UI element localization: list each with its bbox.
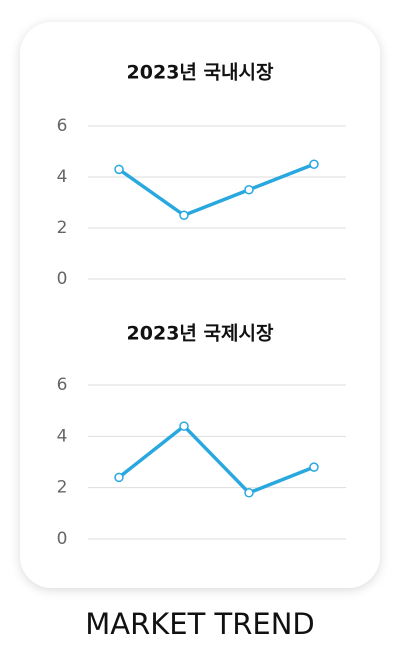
marker [309,159,319,169]
marker [179,421,189,431]
chart-title: 2023년 국제시장 [127,323,274,345]
marker [179,210,189,220]
line [117,162,315,217]
y-tick-label: 2 [57,218,68,238]
y-tick-label: 2 [57,478,68,498]
y-tick-label: 6 [57,375,68,395]
chart-title: 2023년 국내시장 [127,62,274,84]
y-tick-label: 0 [57,529,68,549]
marker [309,462,319,472]
y-tick-label: 4 [57,426,68,446]
marker [244,185,254,195]
y-tick-label: 4 [57,167,68,187]
marker [244,488,254,498]
y-tick-label: 6 [57,116,68,136]
footer-title: MARKET TREND [85,607,315,641]
marker [114,472,124,483]
marker [114,164,124,175]
card [20,22,380,588]
line [117,424,315,495]
y-tick-label: 0 [57,269,68,289]
